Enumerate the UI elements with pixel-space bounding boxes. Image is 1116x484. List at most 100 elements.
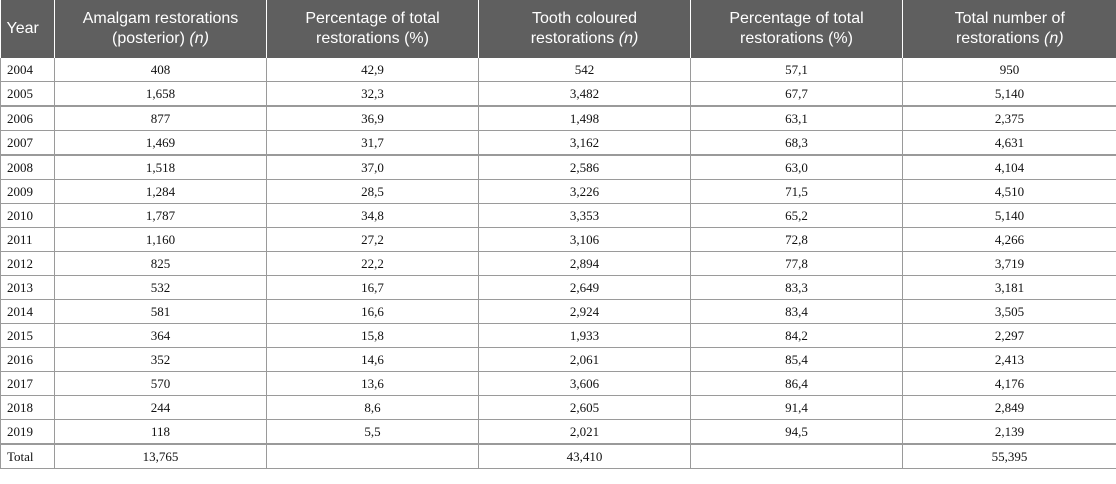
tooth-coloured-cell: 3,162 — [478, 130, 691, 156]
amalgam-percentage-cell: 28,5 — [266, 179, 479, 204]
table-row: 2004 408 42,9 542 57,1 950 — [0, 58, 1116, 82]
table-row: 2005 1,658 32,3 3,482 67,7 5,140 — [0, 81, 1116, 107]
amalgam-cell: 1,658 — [54, 81, 267, 107]
total-cell: 3,505 — [902, 299, 1116, 324]
tooth-coloured-cell: 3,482 — [478, 81, 691, 107]
year-cell: 2018 — [0, 395, 55, 420]
total-total-cell: 55,395 — [902, 443, 1116, 469]
tooth-coloured-percentage-cell: 65,2 — [690, 203, 903, 228]
tooth-coloured-percentage-cell: 86,4 — [690, 371, 903, 396]
header-row: Year Amalgam restorations (posterior) (n)… — [0, 0, 1116, 58]
amalgam-cell: 1,160 — [54, 227, 267, 252]
table-row: 2012 825 22,2 2,894 77,8 3,719 — [0, 251, 1116, 276]
header-tooth-coloured-percentage: Percentage of total restorations (%) — [690, 0, 903, 58]
table-row: 2017 570 13,6 3,606 86,4 4,176 — [0, 371, 1116, 396]
tooth-coloured-cell: 2,021 — [478, 419, 691, 445]
header-tooth-coloured: Tooth coloured restorations (n) — [478, 0, 691, 58]
tooth-coloured-percentage-cell: 94,5 — [690, 419, 903, 445]
tooth-coloured-percentage-cell: 63,0 — [690, 155, 903, 180]
amalgam-percentage-cell: 42,9 — [266, 58, 479, 82]
table-row: 2015 364 15,8 1,933 84,2 2,297 — [0, 323, 1116, 348]
tooth-coloured-percentage-cell: 67,7 — [690, 81, 903, 107]
total-amalgam-cell: 13,765 — [54, 443, 267, 469]
amalgam-cell: 581 — [54, 299, 267, 324]
total-cell: 2,413 — [902, 347, 1116, 372]
year-cell: 2004 — [0, 58, 55, 82]
amalgam-cell: 1,469 — [54, 130, 267, 156]
year-cell: 2016 — [0, 347, 55, 372]
year-cell: 2005 — [0, 81, 55, 107]
tooth-coloured-percentage-cell: 91,4 — [690, 395, 903, 420]
header-amalgam-percentage: Percentage of total restorations (%) — [266, 0, 479, 58]
amalgam-cell: 1,284 — [54, 179, 267, 204]
amalgam-percentage-cell: 16,6 — [266, 299, 479, 324]
tooth-coloured-percentage-cell: 84,2 — [690, 323, 903, 348]
table-row: 2019 118 5,5 2,021 94,5 2,139 — [0, 419, 1116, 445]
table-row: 2008 1,518 37,0 2,586 63,0 4,104 — [0, 155, 1116, 180]
table-row: 2013 532 16,7 2,649 83,3 3,181 — [0, 275, 1116, 300]
total-cell: 5,140 — [902, 203, 1116, 228]
total-row: Total 13,765 43,410 55,395 — [0, 443, 1116, 469]
year-cell: 2007 — [0, 130, 55, 156]
amalgam-percentage-cell: 5,5 — [266, 419, 479, 445]
tooth-coloured-percentage-cell: 85,4 — [690, 347, 903, 372]
header-amalgam: Amalgam restorations (posterior) (n) — [54, 0, 267, 58]
total-cell: 4,631 — [902, 130, 1116, 156]
tooth-coloured-cell: 2,605 — [478, 395, 691, 420]
year-cell: 2017 — [0, 371, 55, 396]
tooth-coloured-cell: 1,933 — [478, 323, 691, 348]
total-year-cell: Total — [0, 443, 55, 469]
amalgam-cell: 532 — [54, 275, 267, 300]
tooth-coloured-cell: 2,061 — [478, 347, 691, 372]
tooth-coloured-percentage-cell: 63,1 — [690, 106, 903, 131]
year-cell: 2009 — [0, 179, 55, 204]
total-cell: 3,719 — [902, 251, 1116, 276]
amalgam-cell: 1,518 — [54, 155, 267, 180]
amalgam-percentage-cell: 22,2 — [266, 251, 479, 276]
total-cell: 4,266 — [902, 227, 1116, 252]
amalgam-cell: 408 — [54, 58, 267, 82]
tooth-coloured-cell: 542 — [478, 58, 691, 82]
tooth-coloured-percentage-cell: 77,8 — [690, 251, 903, 276]
total-cell: 4,510 — [902, 179, 1116, 204]
year-cell: 2013 — [0, 275, 55, 300]
year-cell: 2008 — [0, 155, 55, 180]
tooth-coloured-percentage-cell: 83,4 — [690, 299, 903, 324]
year-cell: 2019 — [0, 419, 55, 445]
table-row: 2016 352 14,6 2,061 85,4 2,413 — [0, 347, 1116, 372]
tooth-coloured-cell: 2,924 — [478, 299, 691, 324]
amalgam-percentage-cell: 34,8 — [266, 203, 479, 228]
restorations-table: Year Amalgam restorations (posterior) (n)… — [0, 0, 1116, 469]
amalgam-cell: 352 — [54, 347, 267, 372]
total-cell: 5,140 — [902, 81, 1116, 107]
year-cell: 2015 — [0, 323, 55, 348]
table-body: 2004 408 42,9 542 57,1 950 2005 1,658 32,3 3,482 6… — [0, 58, 1116, 469]
year-cell: 2014 — [0, 299, 55, 324]
total-cell: 4,176 — [902, 371, 1116, 396]
amalgam-percentage-cell: 37,0 — [266, 155, 479, 180]
total-cell: 950 — [902, 58, 1116, 82]
tooth-coloured-cell: 3,226 — [478, 179, 691, 204]
amalgam-percentage-cell: 16,7 — [266, 275, 479, 300]
table-row: 2011 1,160 27,2 3,106 72,8 4,266 — [0, 227, 1116, 252]
tooth-coloured-percentage-cell: 71,5 — [690, 179, 903, 204]
amalgam-percentage-cell: 36,9 — [266, 106, 479, 131]
amalgam-percentage-cell: 8,6 — [266, 395, 479, 420]
year-cell: 2012 — [0, 251, 55, 276]
amalgam-percentage-cell: 15,8 — [266, 323, 479, 348]
amalgam-cell: 118 — [54, 419, 267, 445]
total-cell: 2,139 — [902, 419, 1116, 445]
amalgam-percentage-cell: 31,7 — [266, 130, 479, 156]
tooth-coloured-cell: 3,606 — [478, 371, 691, 396]
header-total: Total number of restorations (n) — [902, 0, 1116, 58]
table-row: 2010 1,787 34,8 3,353 65,2 5,140 — [0, 203, 1116, 228]
tooth-coloured-cell: 2,586 — [478, 155, 691, 180]
tooth-coloured-percentage-cell: 83,3 — [690, 275, 903, 300]
table-row: 2006 877 36,9 1,498 63,1 2,375 — [0, 106, 1116, 131]
amalgam-percentage-cell: 32,3 — [266, 81, 479, 107]
table-row: 2009 1,284 28,5 3,226 71,5 4,510 — [0, 179, 1116, 204]
amalgam-cell: 364 — [54, 323, 267, 348]
amalgam-cell: 570 — [54, 371, 267, 396]
total-cell: 4,104 — [902, 155, 1116, 180]
tooth-coloured-cell: 2,894 — [478, 251, 691, 276]
